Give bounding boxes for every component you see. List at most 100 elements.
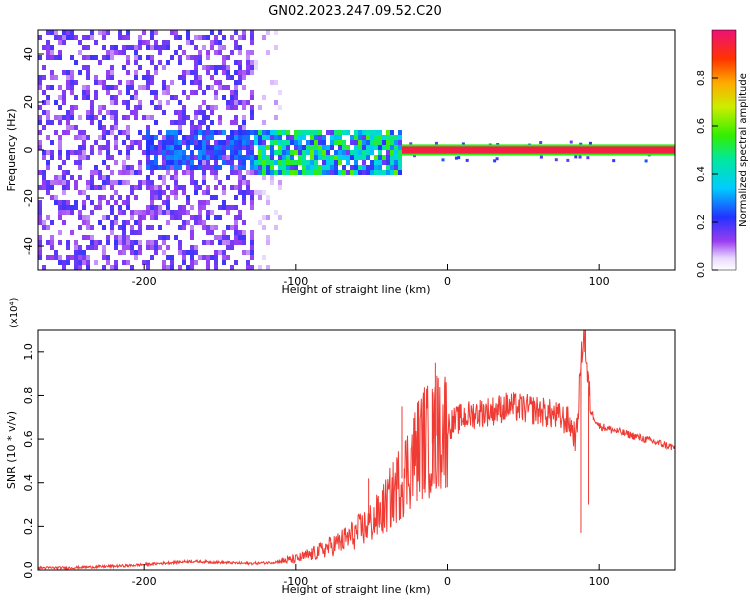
heatmap-cell [234,90,238,95]
heatmap-cell [194,80,198,85]
heatmap-cell [202,175,206,180]
heatmap-cell [42,180,46,185]
heatmap-cell [110,170,114,175]
heatmap-cell [150,195,154,200]
heatmap-cell [106,145,110,150]
heatmap-cell [42,150,46,155]
heatmap-cell [334,135,338,140]
heatmap-cell [86,110,90,115]
heatmap-cell [250,95,254,100]
heatmap-cell [110,205,114,210]
heatmap-cell [278,135,282,140]
heatmap-cell [138,215,142,220]
heatmap-cell [210,105,214,110]
heatmap-cell [154,30,158,35]
heatmap-cell [162,155,166,160]
heatmap-cell [78,215,82,220]
heatmap-cell [182,220,186,225]
heatmap-cell [206,200,210,205]
heatmap-cell [122,180,126,185]
heatmap-cell [186,195,190,200]
heatmap-cell [234,260,238,265]
heatmap-cell [70,105,74,110]
heatmap-cell [266,195,270,200]
heatmap-cell [106,55,110,60]
heatmap-cell [278,185,282,190]
heatmap-cell [134,170,138,175]
heatmap-cell [126,80,130,85]
heatmap-cell [90,210,94,215]
heatmap-cell [238,165,242,170]
heatmap-cell [362,170,366,175]
heatmap-cell [74,265,78,270]
heatmap-cell [90,180,94,185]
heatmap-cell [166,195,170,200]
heatmap-cell [390,150,394,155]
heatmap-cell [170,210,174,215]
heatmap-cell [246,170,250,175]
heatmap-cell [234,95,238,100]
x-tick-label: -100 [283,575,308,588]
heatmap-cell [166,60,170,65]
heatmap-cell [78,160,82,165]
heatmap-cell [326,170,330,175]
heatmap-cell [178,215,182,220]
heatmap-cell [82,150,86,155]
heatmap-cell [182,225,186,230]
heatmap-cell [50,245,54,250]
heatmap-cell [166,160,170,165]
heatmap-cell [74,95,78,100]
heatmap-cell [106,85,110,90]
heatmap-cell [182,90,186,95]
heatmap-cell [194,75,198,80]
heatmap-cell [38,130,42,135]
heatmap-cell [94,205,98,210]
heatmap-cell [134,55,138,60]
heatmap-cell [206,240,210,245]
heatmap-cell [314,160,318,165]
heatmap-cell [218,40,222,45]
heatmap-cell [170,265,174,270]
heatmap-cell [126,245,130,250]
heatmap-cell [154,145,158,150]
heatmap-cell [138,105,142,110]
heatmap-cell [198,125,202,130]
heatmap-cell [178,150,182,155]
heatmap-cell [246,250,250,255]
heatmap-cell [154,190,158,195]
heatmap-cell [58,95,62,100]
heatmap-cell [242,190,246,195]
heatmap-cell [238,65,242,70]
heatmap-cell [238,155,242,160]
heatmap-cell [122,240,126,245]
heatmap-cell [114,240,118,245]
heatmap-cell [298,155,302,160]
heatmap-cell [314,155,318,160]
heatmap-cell [354,130,358,135]
heatmap-cell [138,185,142,190]
heatmap-cell [539,141,543,145]
heatmap-cell [250,190,254,195]
heatmap-cell [82,55,86,60]
heatmap-cell [150,90,154,95]
heatmap-cell [138,140,142,145]
heatmap-cell [210,45,214,50]
heatmap-cell [246,130,250,135]
heatmap-cell [190,125,194,130]
heatmap-cell [178,210,182,215]
heatmap-cell [166,155,170,160]
heatmap-cell [134,70,138,75]
heatmap-cell [170,175,174,180]
heatmap-cell [330,130,334,135]
heatmap-cell [98,205,102,210]
heatmap-cell [350,170,354,175]
heatmap-cell [644,159,648,163]
heatmap-cell [222,240,226,245]
heatmap-cell [370,145,374,150]
heatmap-cell [242,235,246,240]
heatmap-cell [174,235,178,240]
heatmap-cell [58,145,62,150]
heatmap-cell [194,220,198,225]
heatmap-cell [58,85,62,90]
heatmap-cell [234,225,238,230]
